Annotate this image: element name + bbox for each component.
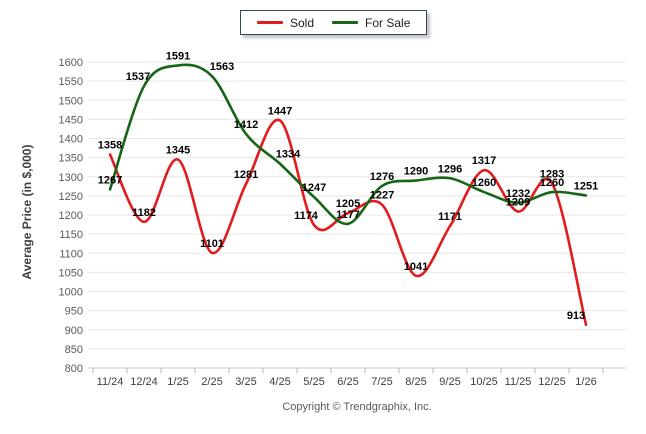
legend-label-for-sale: For Sale xyxy=(365,15,411,30)
for-sale-data-label: 1251 xyxy=(574,180,598,192)
y-tick-label: 1250 xyxy=(59,191,83,203)
for-sale-line-swatch xyxy=(332,21,359,24)
for-sale-data-label: 1296 xyxy=(438,163,462,175)
sold-data-label: 1358 xyxy=(98,140,122,152)
x-tick-label: 11/25 xyxy=(505,376,532,388)
for-sale-data-label: 1267 xyxy=(98,174,122,186)
y-tick-label: 1150 xyxy=(59,229,83,241)
for-sale-data-label: 1334 xyxy=(276,149,301,161)
x-tick-label: 6/25 xyxy=(337,376,358,388)
y-tick-label: 800 xyxy=(65,363,83,375)
y-tick-label: 850 xyxy=(65,344,83,356)
sold-data-label: 913 xyxy=(567,310,585,322)
sold-data-label: 1283 xyxy=(540,168,564,180)
y-tick-label: 1450 xyxy=(59,114,83,126)
x-tick-label: 1/26 xyxy=(575,376,596,388)
sold-data-label: 1182 xyxy=(132,207,156,219)
y-tick-label: 1200 xyxy=(59,210,83,222)
x-tick-label: 5/25 xyxy=(303,376,324,388)
for-sale-data-label: 1260 xyxy=(472,177,496,189)
y-tick-label: 1550 xyxy=(59,76,83,88)
x-tick-label: 10/25 xyxy=(470,376,498,388)
y-tick-label: 1600 xyxy=(59,57,83,69)
y-tick-label: 950 xyxy=(65,306,83,318)
sold-data-label: 1174 xyxy=(294,210,319,222)
y-tick-label: 900 xyxy=(65,325,83,337)
y-tick-label: 1050 xyxy=(59,267,83,279)
y-tick-label: 1350 xyxy=(59,153,83,165)
y-tick-label: 1500 xyxy=(59,95,83,107)
x-tick-label: 2/25 xyxy=(201,376,222,388)
y-tick-label: 1100 xyxy=(59,248,83,260)
for-sale-data-label: 1412 xyxy=(234,119,258,131)
sold-data-label: 1209 xyxy=(506,197,530,209)
sold-data-label: 1171 xyxy=(438,211,462,223)
for-sale-data-label: 1276 xyxy=(370,171,394,183)
x-tick-label: 1/25 xyxy=(167,376,188,388)
sold-data-label: 1345 xyxy=(166,145,190,157)
sold-data-label: 1041 xyxy=(404,261,428,273)
y-tick-label: 1000 xyxy=(59,287,83,299)
sold-line-swatch xyxy=(257,21,283,24)
for-sale-data-label: 1260 xyxy=(540,177,564,189)
sold-data-label: 1447 xyxy=(268,106,292,118)
x-tick-label: 12/24 xyxy=(130,376,158,388)
x-tick-label: 11/24 xyxy=(97,376,124,388)
legend-item-for-sale: For Sale xyxy=(332,17,410,29)
for-sale-data-label: 1177 xyxy=(336,209,360,221)
sold-data-label: 1101 xyxy=(200,238,224,250)
sold-data-label: 1317 xyxy=(472,155,496,167)
x-tick-label: 3/25 xyxy=(235,376,256,388)
x-tick-label: 9/25 xyxy=(439,376,460,388)
for-sale-data-label: 1232 xyxy=(506,188,530,200)
copyright-text: Copyright © Trendgraphix, Inc. xyxy=(282,401,432,413)
legend: Sold For Sale xyxy=(240,10,428,35)
x-tick-label: 12/25 xyxy=(538,376,566,388)
sold-line xyxy=(108,118,588,327)
legend-item-sold: Sold xyxy=(257,17,314,29)
for-sale-data-label: 1290 xyxy=(404,166,428,178)
sold-data-label: 1227 xyxy=(370,190,394,202)
y-tick-label: 1300 xyxy=(59,172,83,184)
x-tick-label: 4/25 xyxy=(269,376,290,388)
legend-label-sold: Sold xyxy=(290,15,315,30)
y-tick-label: 1400 xyxy=(59,134,83,146)
sold-data-label: 1205 xyxy=(336,198,360,210)
for-sale-data-label: 1537 xyxy=(126,71,150,83)
x-tick-label: 7/25 xyxy=(371,376,392,388)
for-sale-line xyxy=(108,63,588,226)
for-sale-data-label: 1591 xyxy=(166,50,190,62)
for-sale-data-label: 1563 xyxy=(210,61,234,73)
x-tick-label: 8/25 xyxy=(405,376,426,388)
sold-data-label: 1281 xyxy=(234,169,258,181)
for-sale-data-label: 1247 xyxy=(302,182,326,194)
